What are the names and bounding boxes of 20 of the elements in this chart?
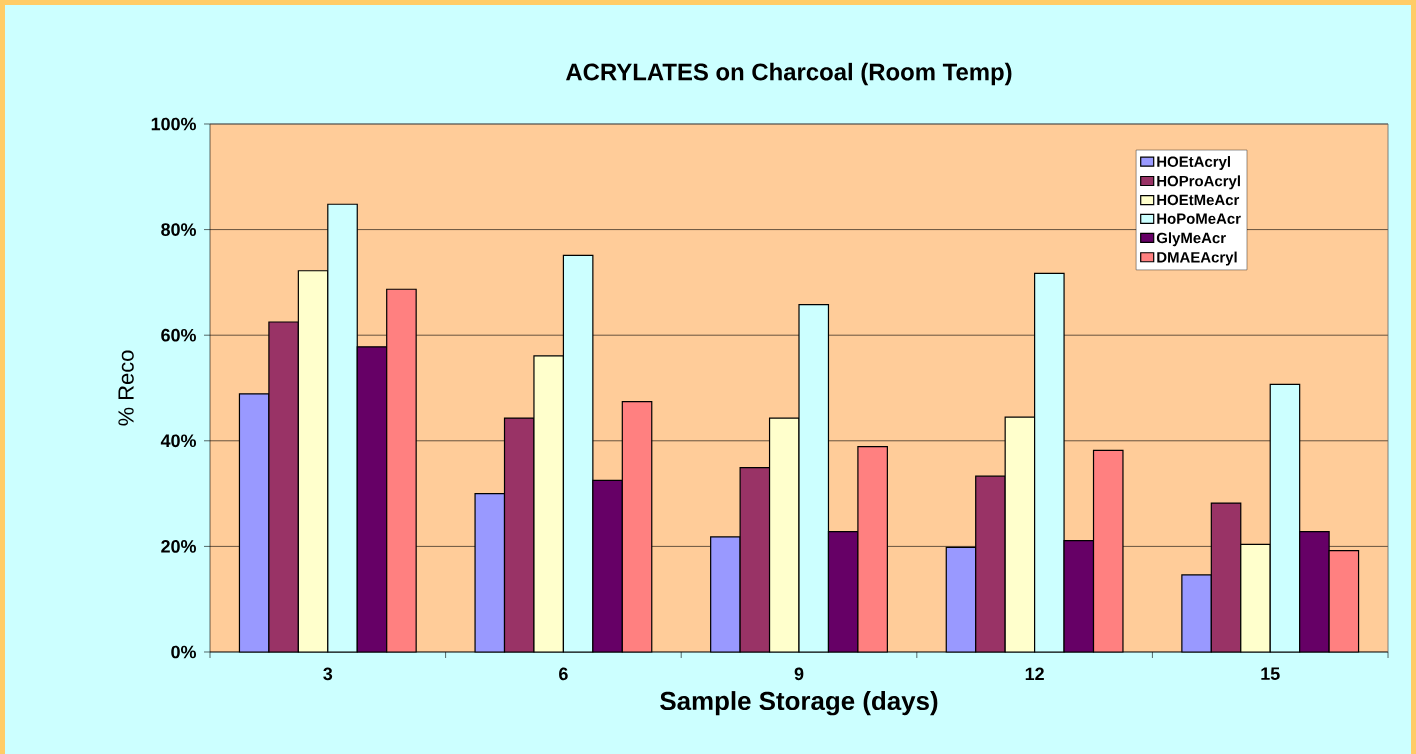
y-tick-label: 80% [161,223,196,236]
y-tick-label: 40% [160,434,196,448]
x-axis-title: Sample Storage (days) [660,691,938,716]
legend-label: HOEtMeAcr [1157,194,1240,206]
x-tick-label: 15 [1261,667,1280,681]
legend-label: HoPoMeAcr [1157,213,1241,224]
legend-label: HOProAcryl [1157,175,1240,190]
legend-label: GlyMeAcr [1156,232,1226,247]
legend-label: DMAEAcryl [1157,251,1237,266]
legend-label: HOEtAcryl [1157,156,1230,170]
y-tick-label: 60% [161,328,196,342]
y-tick-label: 100% [151,117,196,131]
x-tick-label: 12 [1025,667,1044,681]
x-tick-label: 3 [323,667,333,681]
y-tick-label: 0% [171,645,196,659]
y-axis-title: % Reco [118,350,134,426]
x-tick-label: 6 [559,667,568,681]
y-tick-label: 20% [161,540,196,553]
x-tick-label: 9 [794,667,804,681]
chart-title: ACRYLATES on Charcoal (Room Temp) [565,62,1012,86]
